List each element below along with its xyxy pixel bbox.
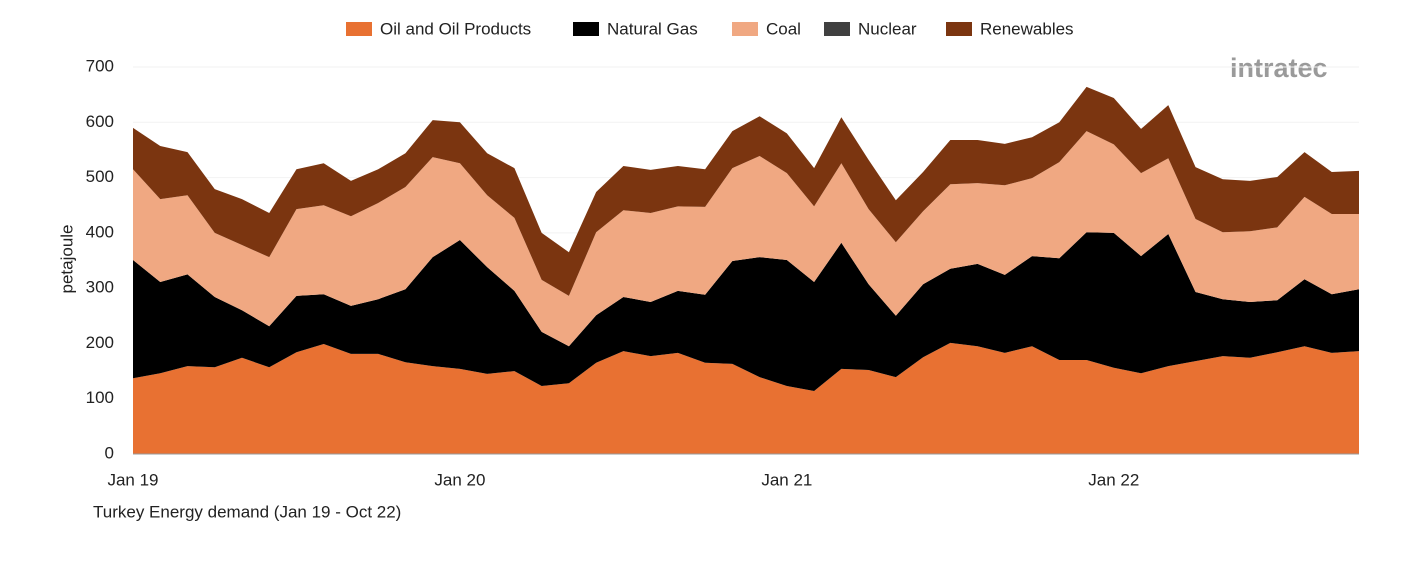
y-tick-label: 400	[86, 222, 114, 241]
y-axis-label: petajoule	[57, 224, 76, 293]
x-tick-label: Jan 21	[761, 470, 812, 489]
legend-swatch	[824, 22, 850, 36]
legend-label: Oil and Oil Products	[380, 19, 531, 38]
y-tick-label: 300	[86, 278, 114, 297]
legend-label: Coal	[766, 19, 801, 38]
legend-label: Natural Gas	[607, 19, 698, 38]
x-tick-label: Jan 20	[434, 470, 485, 489]
x-tick-label: Jan 19	[107, 470, 158, 489]
area	[133, 232, 1359, 391]
y-tick-label: 700	[86, 56, 114, 75]
area	[133, 86, 1359, 296]
legend-label: Renewables	[980, 19, 1074, 38]
chart-title: Turkey Energy demand (Jan 19 - Oct 22)	[93, 502, 401, 521]
y-tick-label: 0	[105, 443, 114, 462]
legend-label: Nuclear	[858, 19, 917, 38]
watermark: intratec	[1230, 53, 1328, 83]
y-tick-label: 600	[86, 112, 114, 131]
y-tick-label: 200	[86, 333, 114, 352]
legend-swatch	[946, 22, 972, 36]
area	[133, 342, 1359, 454]
y-tick-label: 500	[86, 167, 114, 186]
area	[133, 131, 1359, 347]
legend-swatch	[732, 22, 758, 36]
x-tick-label: Jan 22	[1088, 470, 1139, 489]
y-tick-label: 100	[86, 388, 114, 407]
legend-swatch	[573, 22, 599, 36]
legend-swatch	[346, 22, 372, 36]
